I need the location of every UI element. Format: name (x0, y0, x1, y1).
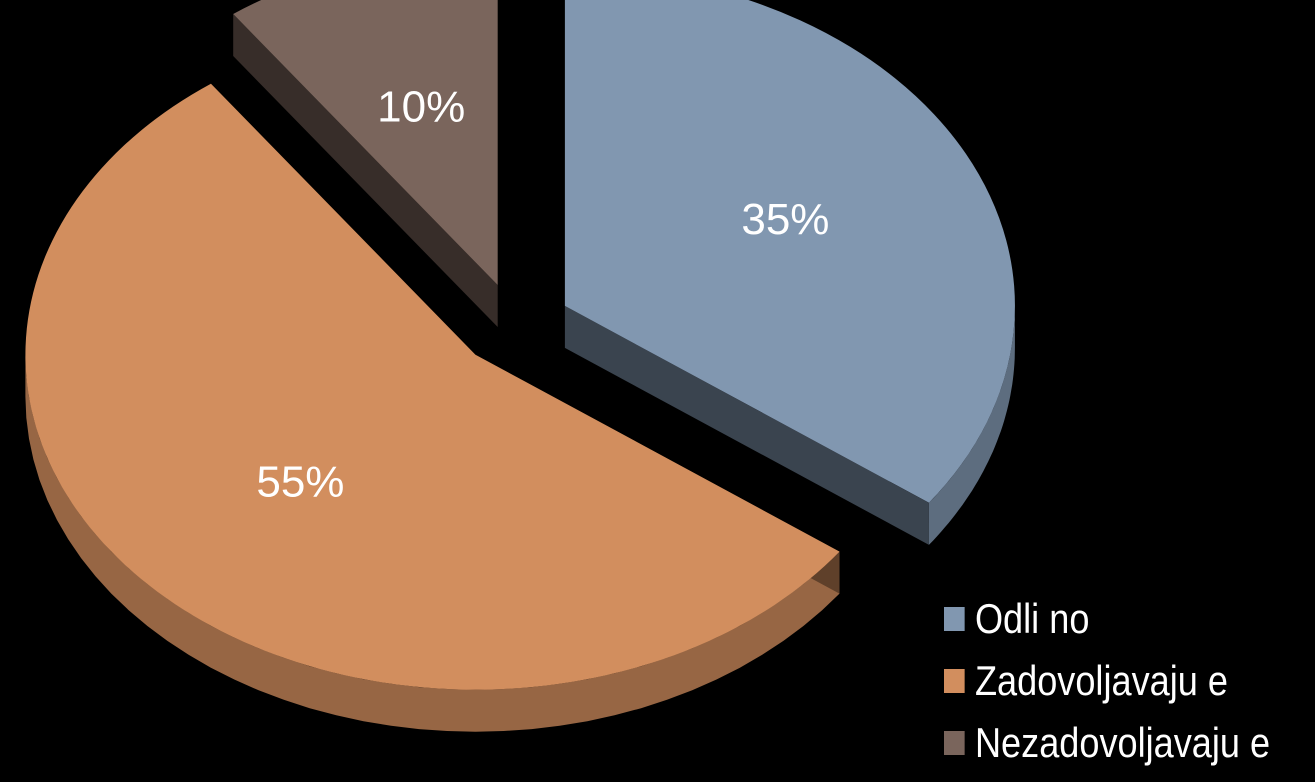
legend-label: Odli no (974, 595, 1090, 642)
legend-swatch (944, 607, 965, 631)
slice-data-label: 55% (256, 458, 344, 507)
legend-item: Odli no (944, 588, 1270, 650)
slice-data-label: 35% (741, 195, 829, 244)
legend-item: Nezadovoljavaju e (944, 712, 1270, 774)
slice-cut-face (564, 305, 929, 545)
legend-label: Zadovoljavaju e (974, 657, 1228, 704)
legend-label: Nezadovoljavaju e (974, 719, 1271, 766)
slice-outer-wall (25, 354, 840, 732)
slice-cut-face (233, 14, 498, 328)
pie-slice (564, 0, 1015, 503)
legend-swatch (944, 731, 965, 755)
pie-slice (25, 83, 840, 690)
legend-swatch (944, 669, 965, 693)
pie-slice (233, 0, 498, 286)
slice-outer-wall (929, 305, 1015, 545)
slice-data-label: 10% (377, 82, 465, 131)
legend-item: Zadovoljavaju e (944, 650, 1270, 712)
slice-labels: 35% 55% 10% (256, 82, 829, 506)
slice-tops (25, 0, 1015, 690)
legend: Odli no Zadovoljavaju e Nezadovoljavaju … (944, 588, 1270, 774)
